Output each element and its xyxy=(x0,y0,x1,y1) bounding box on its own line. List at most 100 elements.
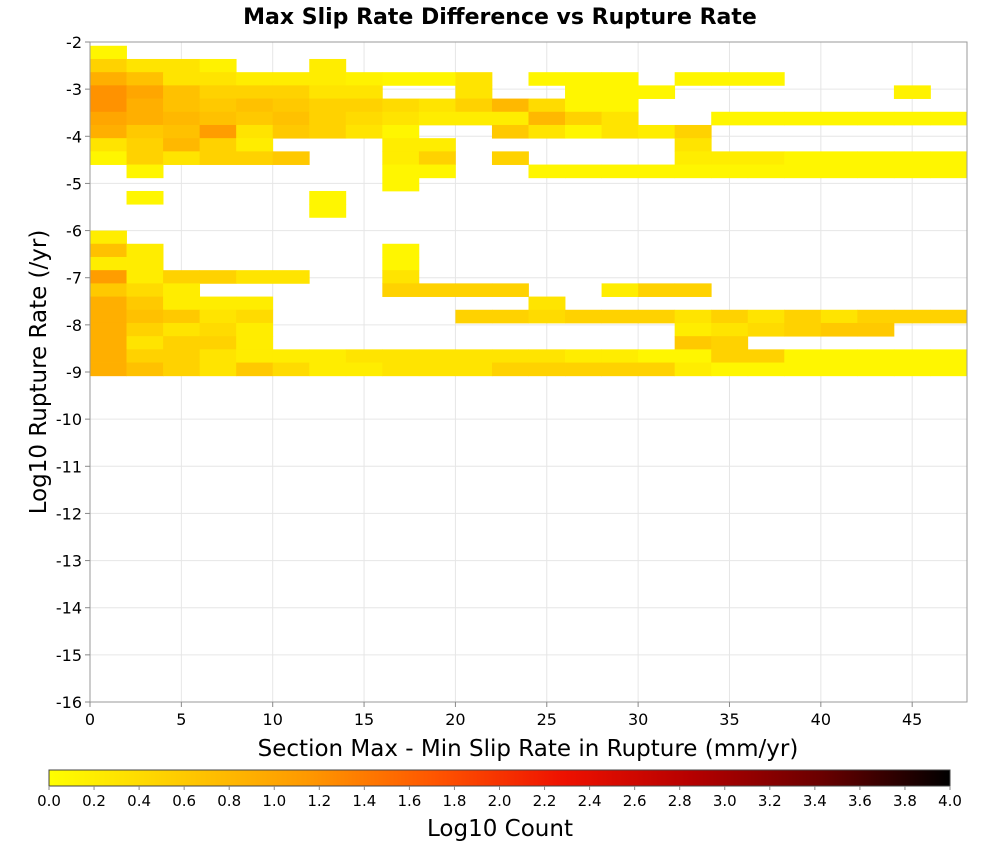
heatmap-cell xyxy=(857,322,895,337)
heatmap-cell xyxy=(455,283,493,297)
heatmap-cell xyxy=(674,164,712,179)
colorbar-tick-label: 0.4 xyxy=(127,792,151,810)
heatmap-cell xyxy=(90,270,127,284)
heatmap-cell xyxy=(674,362,712,377)
heatmap-cell xyxy=(199,309,237,324)
heatmap-cell xyxy=(565,85,602,99)
heatmap-cell xyxy=(345,85,383,99)
heatmap-cell xyxy=(90,336,127,350)
heatmap-cell xyxy=(455,72,493,86)
x-tick-label: 5 xyxy=(176,710,186,729)
heatmap-cell xyxy=(272,124,310,139)
heatmap-cell xyxy=(565,111,602,126)
heatmap-cell xyxy=(528,164,566,179)
heatmap-cell xyxy=(163,270,201,284)
colorbar-tick-label: 3.4 xyxy=(803,792,827,810)
heatmap-cell xyxy=(528,111,566,126)
heatmap-cell xyxy=(236,98,274,113)
heatmap-cell xyxy=(784,362,822,377)
heatmap-cell xyxy=(90,72,127,86)
colorbar-tick-label: 1.6 xyxy=(397,792,421,810)
heatmap-cell xyxy=(491,362,529,377)
x-axis-ticks: 0 5 10 15 20 25 30 35 40 45 xyxy=(85,702,922,729)
heatmap-cell xyxy=(491,349,529,363)
heatmap-cell xyxy=(90,309,127,324)
heatmap-cell xyxy=(930,164,968,179)
colorbar-tick-label: 4.0 xyxy=(938,792,962,810)
x-tick-label: 10 xyxy=(263,710,283,729)
heatmap-cell xyxy=(126,309,164,324)
heatmap-cell xyxy=(528,98,566,113)
heatmap-cell xyxy=(90,296,127,311)
heatmap-cell xyxy=(930,349,968,363)
heatmap-cell xyxy=(674,336,712,350)
heatmap-cells xyxy=(90,45,968,377)
heatmap-cell xyxy=(272,362,310,377)
colorbar-tick-label: 2.6 xyxy=(623,792,647,810)
heatmap-cell xyxy=(528,309,566,324)
colorbar-tick-label: 2.4 xyxy=(578,792,602,810)
heatmap-cell xyxy=(711,111,749,126)
heatmap-cell xyxy=(345,72,383,86)
heatmap-cell xyxy=(820,111,858,126)
heatmap-cell xyxy=(199,296,237,311)
heatmap-cell xyxy=(565,72,602,86)
heatmap-cell xyxy=(601,349,639,363)
y-tick-label: -14 xyxy=(56,599,82,618)
heatmap-cell xyxy=(747,111,785,126)
heatmap-cell xyxy=(382,98,420,113)
heatmap-cell xyxy=(601,85,639,99)
heatmap-cell xyxy=(784,151,822,165)
heatmap-cell xyxy=(893,85,931,99)
heatmap-cell xyxy=(163,58,201,73)
heatmap-cell xyxy=(491,309,529,324)
heatmap-cell xyxy=(711,362,749,377)
heatmap-cell xyxy=(90,362,127,377)
heatmap-cell xyxy=(199,124,237,139)
x-tick-label: 30 xyxy=(628,710,648,729)
heatmap-cell xyxy=(455,349,493,363)
heatmap-cell xyxy=(857,151,895,165)
heatmap-cell xyxy=(601,283,639,297)
heatmap-cell xyxy=(747,151,785,165)
x-tick-label: 45 xyxy=(902,710,922,729)
colorbar-tick-label: 3.8 xyxy=(893,792,917,810)
heatmap-cell xyxy=(747,72,785,86)
heatmap-cell xyxy=(126,85,164,99)
heatmap-cell xyxy=(163,124,201,139)
colorbar-label: Log10 Count xyxy=(427,816,573,842)
heatmap-cell xyxy=(309,362,347,377)
heatmap-cell xyxy=(820,309,858,324)
heatmap-cell xyxy=(163,98,201,113)
heatmap-cell xyxy=(565,98,602,113)
heatmap-cell xyxy=(674,349,712,363)
heatmap-cell xyxy=(236,270,274,284)
heatmap-cell xyxy=(126,322,164,337)
heatmap-cell xyxy=(236,85,274,99)
heatmap-cell xyxy=(236,138,274,152)
heatmap-cell xyxy=(126,124,164,139)
heatmap-cell xyxy=(345,111,383,126)
heatmap-cell xyxy=(236,296,274,311)
heatmap-cell xyxy=(199,151,237,165)
heatmap-cell xyxy=(893,362,931,377)
heatmap-cell xyxy=(674,124,712,139)
heatmap-cell xyxy=(820,164,858,179)
heatmap-cell xyxy=(199,98,237,113)
heatmap-cell xyxy=(199,336,237,350)
heatmap-cell xyxy=(90,45,127,60)
heatmap-cell xyxy=(163,336,201,350)
heatmap-cell xyxy=(674,322,712,337)
y-tick-label: -15 xyxy=(56,646,82,665)
heatmap-cell xyxy=(163,309,201,324)
heatmap-cell xyxy=(857,349,895,363)
heatmap-cell xyxy=(236,111,274,126)
heatmap-cell xyxy=(90,256,127,271)
heatmap-cell xyxy=(126,138,164,152)
heatmap-cell xyxy=(163,111,201,126)
heatmap-cell xyxy=(820,151,858,165)
heatmap-cell xyxy=(601,309,639,324)
heatmap-cell xyxy=(418,98,456,113)
y-tick-label: -6 xyxy=(66,222,82,241)
heatmap-cell xyxy=(638,362,676,377)
